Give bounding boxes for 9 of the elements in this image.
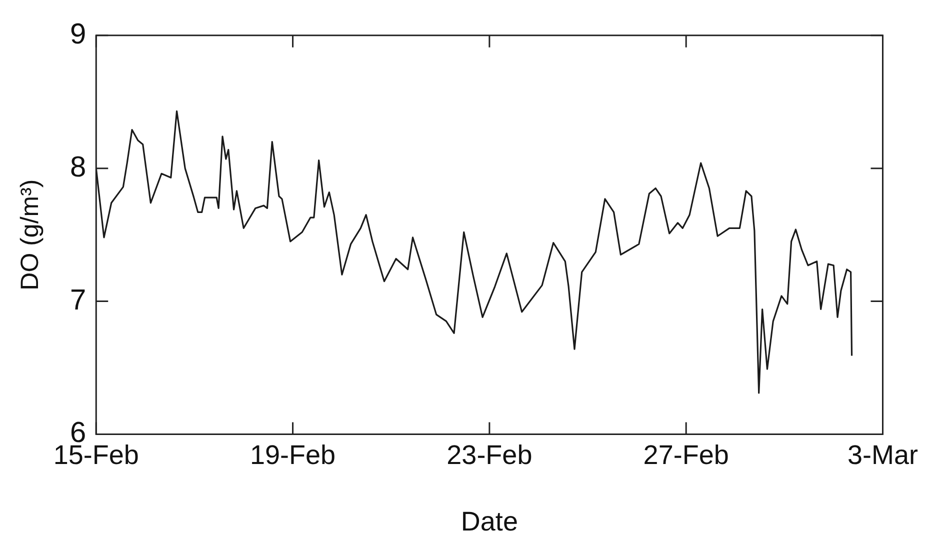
x-axis-title: Date — [460, 506, 518, 536]
x-tick-label: 3-Mar — [847, 440, 918, 470]
x-tick-label: 27-Feb — [643, 440, 729, 470]
y-axis-title: DO (g/m³) — [16, 179, 44, 290]
x-tick-label: 23-Feb — [446, 440, 532, 470]
y-tick-label: 7 — [70, 284, 86, 316]
y-tick-label: 8 — [70, 151, 86, 184]
y-tick-label: 9 — [70, 18, 86, 50]
x-tick-label: 19-Feb — [250, 440, 336, 470]
